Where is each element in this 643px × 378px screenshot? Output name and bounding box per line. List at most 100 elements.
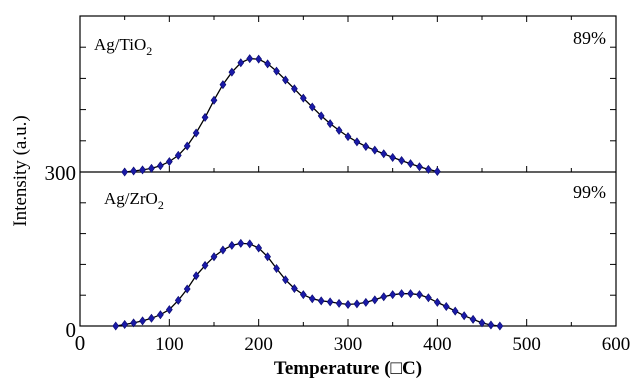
data-point (228, 67, 236, 77)
data-point (308, 294, 316, 304)
data-point (416, 290, 423, 300)
data-point (237, 238, 245, 248)
data-point (219, 80, 227, 90)
x-tick-label: 100 (155, 334, 184, 355)
data-point (264, 252, 271, 262)
x-axis-title: Temperature (□C) (274, 358, 422, 378)
data-point (165, 157, 173, 167)
data-point (174, 150, 182, 160)
data-point (291, 284, 298, 294)
data-point (362, 297, 370, 307)
x-tick-label: 0 (75, 331, 86, 355)
panel-label-bottom: Ag/ZrO2 (104, 189, 164, 212)
data-point (460, 311, 468, 321)
data-point (201, 112, 209, 122)
data-point (210, 252, 218, 262)
x-tick-label: 200 (244, 334, 273, 355)
data-point (139, 316, 146, 326)
data-point (326, 119, 334, 129)
data-point (407, 289, 414, 299)
data-point (282, 275, 289, 285)
data-point (139, 165, 146, 175)
data-point (112, 321, 120, 331)
data-point (380, 149, 388, 159)
data-point (121, 167, 129, 177)
data-point (130, 318, 137, 328)
data-point (264, 59, 271, 69)
data-point (121, 319, 129, 329)
data-point (219, 245, 227, 255)
data-point (326, 297, 334, 307)
data-point (344, 132, 352, 142)
data-point (317, 296, 325, 306)
x-tick-labels: 0 100 200 300 400 500 600 (75, 331, 631, 355)
data-point (362, 142, 370, 152)
data-point (416, 162, 423, 172)
data-point (308, 102, 316, 112)
data-point (255, 54, 263, 64)
data-point (496, 321, 504, 331)
data-point (478, 318, 486, 328)
percent-label-bottom: 99% (573, 182, 606, 202)
data-point (157, 161, 164, 171)
series-line (124, 57, 438, 173)
y-axis-title: Intensity (a.u.) (10, 115, 31, 226)
data-point (317, 111, 325, 121)
data-point (299, 290, 307, 300)
data-point (425, 293, 432, 303)
data-point (165, 305, 173, 315)
data-point (451, 306, 459, 316)
data-point (299, 93, 307, 103)
data-point (335, 125, 343, 135)
data-point (201, 260, 209, 270)
data-point (282, 75, 289, 85)
series-line (115, 242, 500, 327)
data-point (442, 301, 450, 311)
data-point (433, 166, 441, 176)
percent-label-top: 89% (573, 28, 606, 48)
x-tick-label: 300 (334, 334, 363, 355)
data-point (389, 152, 397, 162)
data-point (425, 164, 432, 174)
data-point (148, 163, 155, 173)
data-point (371, 145, 379, 155)
data-point (183, 284, 191, 294)
data-point (246, 239, 254, 249)
data-point (407, 159, 414, 169)
data-point (398, 289, 405, 299)
x-tick-label: 500 (512, 334, 541, 355)
data-point (130, 166, 137, 176)
data-point (291, 84, 298, 94)
data-point (380, 292, 388, 302)
data-point (192, 128, 200, 138)
data-point (237, 58, 245, 68)
data-point (371, 295, 379, 305)
data-point (228, 240, 236, 250)
data-point (469, 314, 477, 324)
data-point (174, 295, 182, 305)
data-point (273, 264, 280, 274)
data-point (433, 297, 441, 307)
data-point (353, 299, 361, 309)
data-point (157, 310, 164, 320)
data-point (148, 313, 155, 323)
data-point (344, 299, 352, 309)
x-tick-label: 400 (423, 334, 452, 355)
y-tick-label-0: 0 (66, 318, 77, 342)
data-point (487, 320, 495, 330)
data-point (192, 271, 200, 281)
series-group (112, 54, 504, 331)
y-tick-label-300: 300 (45, 161, 77, 185)
data-point (210, 95, 218, 105)
data-point (398, 156, 405, 166)
x-tick-label: 600 (602, 334, 631, 355)
panel-label-top: Ag/TiO2 (94, 35, 152, 58)
data-point (273, 66, 280, 76)
axis-ticks (79, 16, 617, 326)
data-point (246, 54, 254, 64)
data-point (255, 243, 263, 253)
data-point (353, 137, 361, 147)
data-point (183, 141, 191, 151)
data-point (335, 298, 343, 308)
